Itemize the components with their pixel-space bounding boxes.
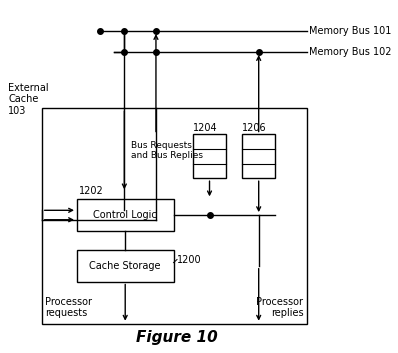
Text: External
Cache
103: External Cache 103 — [8, 83, 49, 116]
Text: Memory Bus 101: Memory Bus 101 — [309, 26, 391, 36]
Text: 1204: 1204 — [193, 123, 217, 133]
Text: Processor
replies: Processor replies — [256, 297, 304, 318]
Text: Cache Storage: Cache Storage — [90, 261, 161, 271]
Text: Bus Requests
and Bus Replies: Bus Requests and Bus Replies — [131, 140, 203, 160]
Bar — [77, 199, 174, 231]
Text: 1206: 1206 — [242, 123, 267, 133]
Bar — [242, 134, 275, 178]
Text: Memory Bus 102: Memory Bus 102 — [309, 47, 391, 57]
Text: 1202: 1202 — [79, 186, 103, 196]
Text: Control Logic: Control Logic — [94, 210, 157, 220]
Text: 1200: 1200 — [177, 255, 202, 264]
Text: Processor
requests: Processor requests — [45, 297, 92, 318]
Bar — [193, 134, 226, 178]
Bar — [77, 250, 174, 282]
Text: Figure 10: Figure 10 — [136, 330, 218, 345]
Bar — [42, 108, 307, 324]
